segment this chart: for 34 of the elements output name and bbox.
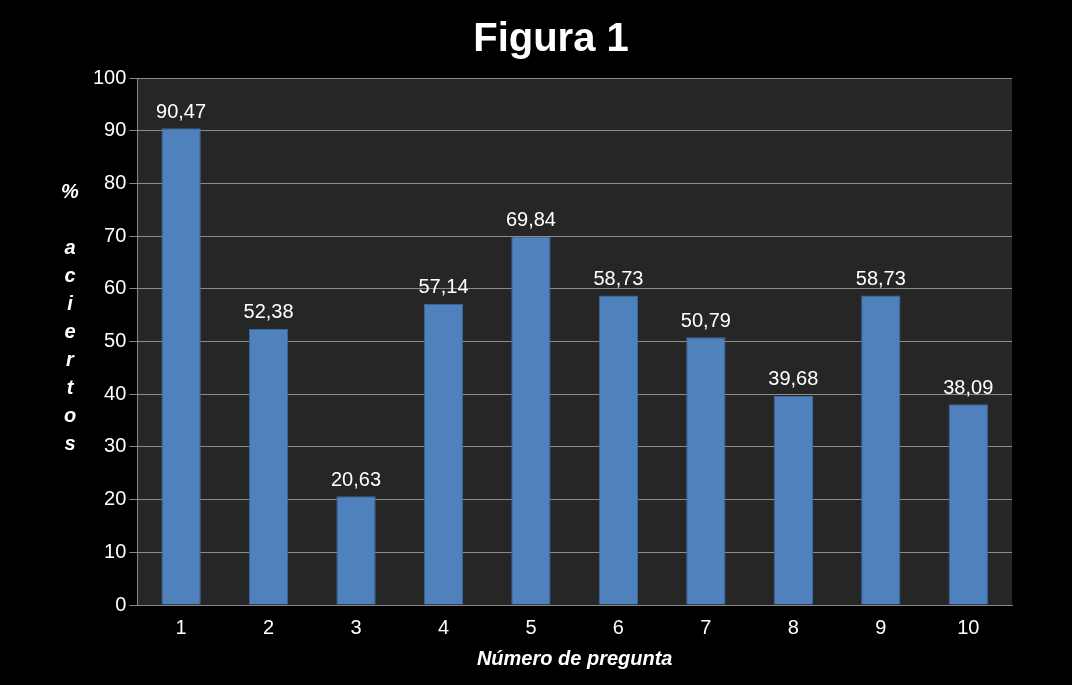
x-tick-label: 7 xyxy=(700,615,712,638)
y-tick-label: 10 xyxy=(104,539,127,562)
data-label: 58,73 xyxy=(855,267,906,290)
x-tick-label: 4 xyxy=(437,615,450,638)
x-axis-title: Número de pregunta xyxy=(476,646,673,669)
data-label: 38,09 xyxy=(943,375,994,398)
y-tick-label: 0 xyxy=(115,592,127,615)
y-tick-label: 50 xyxy=(104,329,127,352)
data-label: 57,14 xyxy=(418,275,469,298)
x-tick-label: 8 xyxy=(787,615,799,638)
data-label: 50,79 xyxy=(680,308,731,331)
y-tick-label: 60 xyxy=(104,276,127,299)
y-tick-label: 70 xyxy=(104,223,127,246)
y-tick-label: 40 xyxy=(104,381,127,404)
data-label: 52,38 xyxy=(243,300,294,323)
x-tick-label: 3 xyxy=(350,615,362,638)
y-tick-label: 20 xyxy=(104,487,127,510)
x-tick-label: 6 xyxy=(612,615,624,638)
data-label: 69,84 xyxy=(505,208,556,231)
chart-title: Figura 1 xyxy=(473,15,629,60)
data-label: 90,47 xyxy=(156,99,207,122)
x-tick-label: 2 xyxy=(263,615,275,638)
x-tick-label: 9 xyxy=(875,615,887,638)
y-tick-label: 30 xyxy=(104,434,127,457)
data-label: 20,63 xyxy=(331,467,382,490)
x-tick-label: 10 xyxy=(957,615,980,638)
x-tick-label: 5 xyxy=(525,615,537,638)
data-label: 39,68 xyxy=(768,367,819,390)
y-tick-label: 80 xyxy=(104,170,127,193)
y-tick-label: 90 xyxy=(104,118,127,141)
data-label: 58,73 xyxy=(593,267,644,290)
y-tick-label: 100 xyxy=(92,65,127,88)
y-axis-title: % aciertos xyxy=(58,180,81,460)
x-tick-label: 1 xyxy=(175,615,187,638)
